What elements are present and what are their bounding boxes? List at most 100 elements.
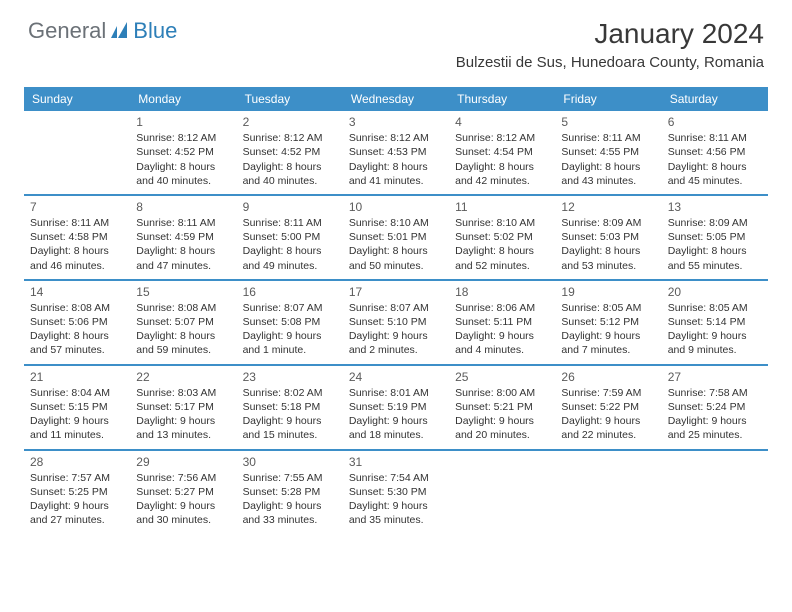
day-cell: 14Sunrise: 8:08 AMSunset: 5:06 PMDayligh… — [24, 281, 130, 364]
day-info-line: and 15 minutes. — [243, 428, 337, 442]
day-info-line: Sunrise: 8:12 AM — [243, 131, 337, 145]
day-info-line: Sunrise: 8:11 AM — [668, 131, 762, 145]
day-info-line: Daylight: 8 hours — [243, 160, 337, 174]
day-cell: 22Sunrise: 8:03 AMSunset: 5:17 PMDayligh… — [130, 366, 236, 449]
day-info-line: Daylight: 8 hours — [30, 244, 124, 258]
day-info-line: and 57 minutes. — [30, 343, 124, 357]
day-number: 14 — [30, 284, 124, 300]
day-info-line: Sunset: 4:53 PM — [349, 145, 443, 159]
day-info-line: Sunset: 5:02 PM — [455, 230, 549, 244]
day-info-line: Sunset: 5:17 PM — [136, 400, 230, 414]
day-info-line: Sunset: 5:18 PM — [243, 400, 337, 414]
day-info-line: Daylight: 9 hours — [349, 499, 443, 513]
day-info-line: Daylight: 8 hours — [349, 160, 443, 174]
day-info-line: Sunrise: 8:12 AM — [349, 131, 443, 145]
day-info-line: Sunrise: 8:11 AM — [136, 216, 230, 230]
day-number: 18 — [455, 284, 549, 300]
day-info-line: Daylight: 8 hours — [455, 160, 549, 174]
day-info-line: Daylight: 8 hours — [136, 244, 230, 258]
day-info-line: Sunrise: 8:07 AM — [243, 301, 337, 315]
day-info-line: Daylight: 8 hours — [243, 244, 337, 258]
day-info-line: Daylight: 9 hours — [668, 329, 762, 343]
logo-text-blue: Blue — [133, 18, 177, 44]
day-info-line: Sunrise: 7:58 AM — [668, 386, 762, 400]
day-info-line: Sunrise: 8:01 AM — [349, 386, 443, 400]
logo-icon — [111, 22, 129, 43]
day-info-line: Sunset: 5:11 PM — [455, 315, 549, 329]
day-info-line: Sunset: 4:52 PM — [136, 145, 230, 159]
day-number: 23 — [243, 369, 337, 385]
day-info-line: Sunset: 5:14 PM — [668, 315, 762, 329]
day-cell: 29Sunrise: 7:56 AMSunset: 5:27 PMDayligh… — [130, 451, 236, 534]
day-cell — [662, 451, 768, 534]
day-info-line: Sunset: 5:19 PM — [349, 400, 443, 414]
day-cell: 4Sunrise: 8:12 AMSunset: 4:54 PMDaylight… — [449, 111, 555, 194]
calendar: Sunday Monday Tuesday Wednesday Thursday… — [24, 87, 768, 533]
day-info-line: Sunrise: 7:57 AM — [30, 471, 124, 485]
day-number: 7 — [30, 199, 124, 215]
day-info-line: Sunrise: 8:11 AM — [561, 131, 655, 145]
day-info-line: and 53 minutes. — [561, 259, 655, 273]
day-info-line: and 35 minutes. — [349, 513, 443, 527]
day-info-line: Sunrise: 8:10 AM — [455, 216, 549, 230]
day-cell: 1Sunrise: 8:12 AMSunset: 4:52 PMDaylight… — [130, 111, 236, 194]
day-info-line: Sunrise: 8:08 AM — [30, 301, 124, 315]
day-info-line: Sunset: 5:01 PM — [349, 230, 443, 244]
day-info-line: and 20 minutes. — [455, 428, 549, 442]
day-number: 11 — [455, 199, 549, 215]
day-info-line: Daylight: 8 hours — [668, 160, 762, 174]
day-number: 5 — [561, 114, 655, 130]
day-number: 30 — [243, 454, 337, 470]
dayhead-wednesday: Wednesday — [343, 87, 449, 111]
day-cell: 10Sunrise: 8:10 AMSunset: 5:01 PMDayligh… — [343, 196, 449, 279]
day-info-line: and 49 minutes. — [243, 259, 337, 273]
day-info-line: Sunset: 5:21 PM — [455, 400, 549, 414]
day-info-line: and 33 minutes. — [243, 513, 337, 527]
day-number: 21 — [30, 369, 124, 385]
day-number: 16 — [243, 284, 337, 300]
day-info-line: Daylight: 8 hours — [561, 160, 655, 174]
day-info-line: Sunset: 5:15 PM — [30, 400, 124, 414]
day-number: 19 — [561, 284, 655, 300]
day-info-line: and 7 minutes. — [561, 343, 655, 357]
day-info-line: and 45 minutes. — [668, 174, 762, 188]
day-info-line: and 41 minutes. — [349, 174, 443, 188]
day-number: 27 — [668, 369, 762, 385]
day-number: 28 — [30, 454, 124, 470]
day-number: 3 — [349, 114, 443, 130]
day-info-line: Sunrise: 8:02 AM — [243, 386, 337, 400]
page-header: General Blue January 2024 Bulzestii de S… — [0, 0, 792, 77]
day-info-line: Sunrise: 8:11 AM — [243, 216, 337, 230]
day-cell: 6Sunrise: 8:11 AMSunset: 4:56 PMDaylight… — [662, 111, 768, 194]
day-number: 24 — [349, 369, 443, 385]
month-title: January 2024 — [456, 18, 764, 50]
day-info-line: Sunrise: 8:10 AM — [349, 216, 443, 230]
day-info-line: Sunrise: 8:03 AM — [136, 386, 230, 400]
day-cell: 18Sunrise: 8:06 AMSunset: 5:11 PMDayligh… — [449, 281, 555, 364]
day-info-line: Sunrise: 8:05 AM — [668, 301, 762, 315]
day-info-line: and 11 minutes. — [30, 428, 124, 442]
day-info-line: Daylight: 9 hours — [243, 414, 337, 428]
day-info-line: Daylight: 9 hours — [136, 499, 230, 513]
day-number: 29 — [136, 454, 230, 470]
day-info-line: Daylight: 8 hours — [30, 329, 124, 343]
day-info-line: and 43 minutes. — [561, 174, 655, 188]
week-row: 7Sunrise: 8:11 AMSunset: 4:58 PMDaylight… — [24, 196, 768, 281]
day-number: 1 — [136, 114, 230, 130]
day-number: 26 — [561, 369, 655, 385]
week-row: 28Sunrise: 7:57 AMSunset: 5:25 PMDayligh… — [24, 451, 768, 534]
day-cell: 26Sunrise: 7:59 AMSunset: 5:22 PMDayligh… — [555, 366, 661, 449]
day-cell: 3Sunrise: 8:12 AMSunset: 4:53 PMDaylight… — [343, 111, 449, 194]
day-info-line: and 2 minutes. — [349, 343, 443, 357]
day-cell: 28Sunrise: 7:57 AMSunset: 5:25 PMDayligh… — [24, 451, 130, 534]
day-info-line: Sunset: 5:30 PM — [349, 485, 443, 499]
day-info-line: and 1 minute. — [243, 343, 337, 357]
day-info-line: Sunset: 5:27 PM — [136, 485, 230, 499]
day-cell: 31Sunrise: 7:54 AMSunset: 5:30 PMDayligh… — [343, 451, 449, 534]
day-number: 9 — [243, 199, 337, 215]
day-info-line: Sunset: 4:56 PM — [668, 145, 762, 159]
day-info-line: and 52 minutes. — [455, 259, 549, 273]
day-info-line: and 27 minutes. — [30, 513, 124, 527]
day-cell: 11Sunrise: 8:10 AMSunset: 5:02 PMDayligh… — [449, 196, 555, 279]
day-info-line: Daylight: 9 hours — [455, 329, 549, 343]
